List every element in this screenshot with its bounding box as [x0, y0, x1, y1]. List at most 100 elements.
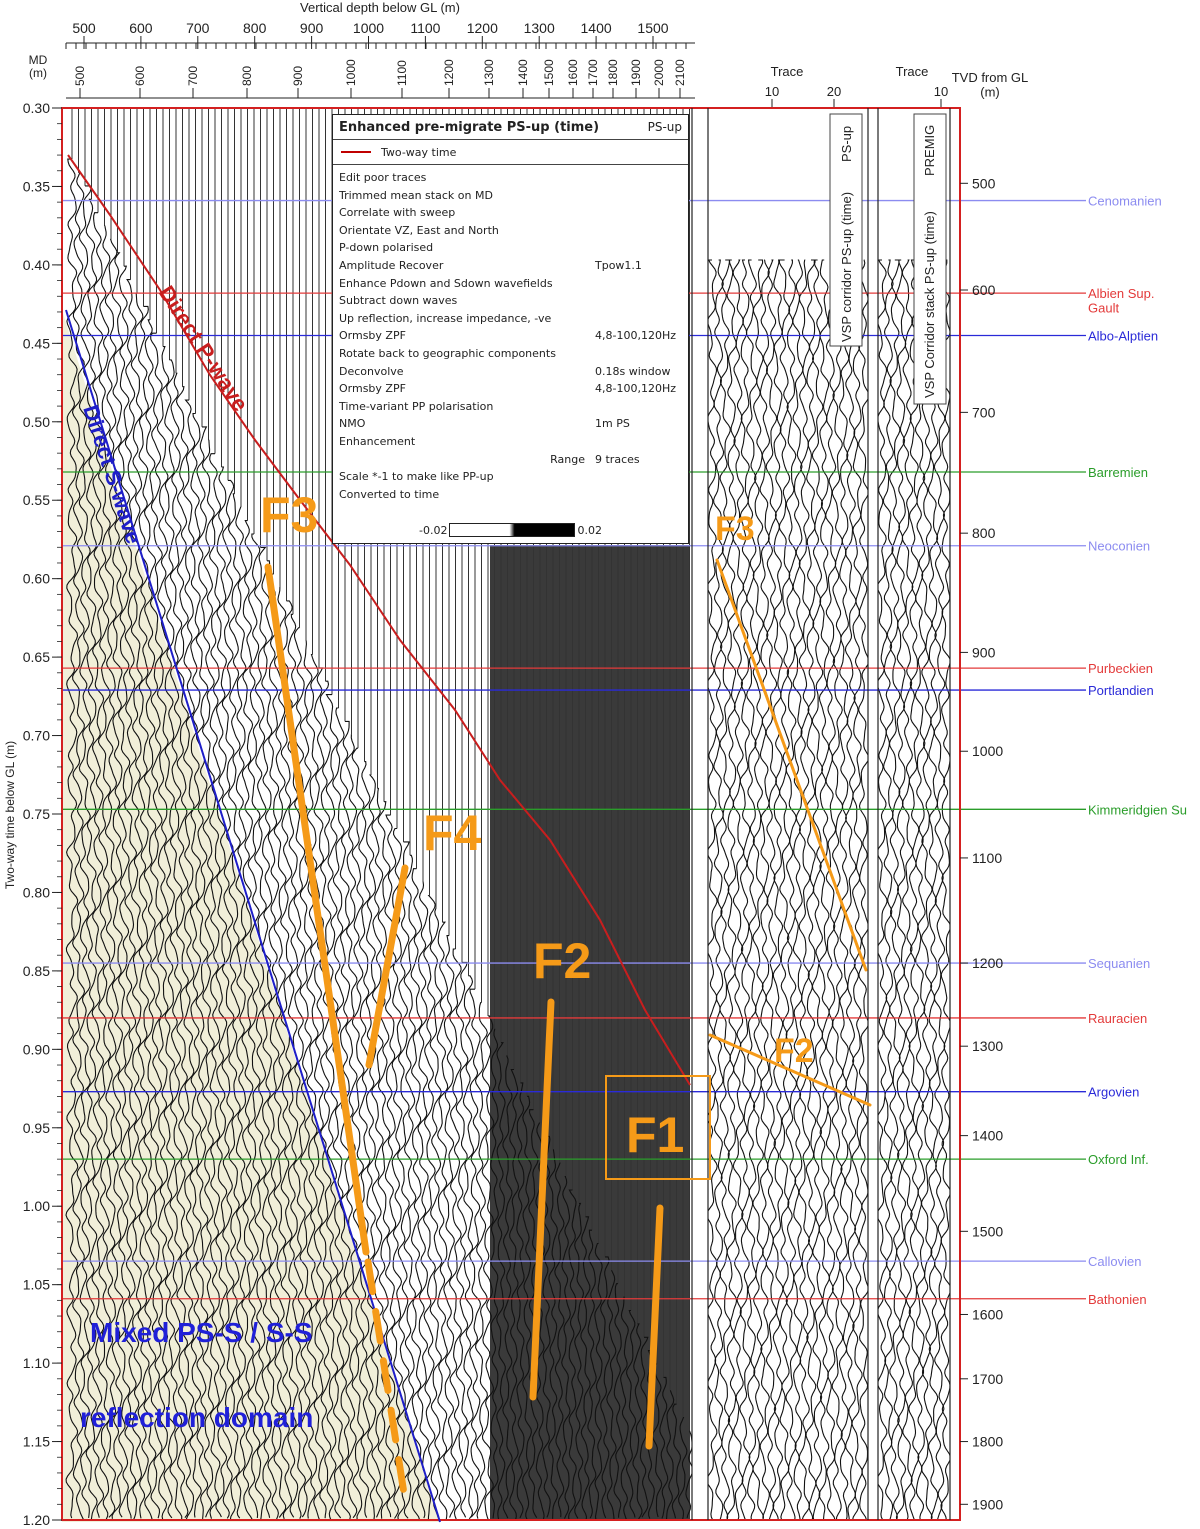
trace-wiggle — [299, 640, 313, 1518]
processing-step-name: Edit poor traces — [339, 171, 427, 184]
y-axis-tick-label: 1.00 — [23, 1198, 50, 1214]
horizon-label: Bathonien — [1088, 1292, 1147, 1307]
top-axis-tick-label: 1200 — [467, 20, 498, 36]
corridor-trace — [818, 259, 830, 1520]
trace-wiggle — [306, 653, 319, 1519]
horizon-label: Albien Sup. Gault — [1088, 286, 1155, 315]
horizon-label: Sequanien — [1088, 956, 1150, 971]
processing-step-value — [595, 433, 682, 451]
processing-step: Edit poor traces — [339, 169, 682, 187]
processing-header: Enhanced pre-migrate PS-up (time) PS-up — [333, 115, 688, 140]
md-axis-tick-label: 1700 — [586, 59, 600, 86]
trace-wiggle — [156, 346, 170, 1520]
y-axis-tick-label: 0.85 — [23, 963, 50, 979]
corridor-panel-sublabel: PS-up — [839, 126, 854, 162]
trace-wiggle — [448, 948, 462, 1520]
processing-step: Range 9 traces — [339, 451, 682, 469]
trace-wiggle — [169, 372, 183, 1520]
processing-step-name: P-down polarised — [339, 241, 434, 255]
stack-trace — [888, 259, 901, 1520]
trace-wiggle — [568, 1189, 577, 1520]
corridor-trace — [844, 259, 857, 1520]
trace-panel-title: Trace — [896, 64, 929, 79]
processing-step-value — [595, 398, 682, 416]
corridor-trace — [778, 259, 791, 1520]
trace-wiggle — [391, 827, 403, 1519]
processing-step: Deconvolve 0.18s window — [339, 363, 682, 381]
processing-step-name: Subtract down waves — [339, 294, 458, 308]
trace-wiggle — [267, 573, 280, 1520]
md-axis-tick-label: 600 — [133, 66, 147, 86]
trace-wiggle — [261, 560, 273, 1518]
fault-f2-label: F2 — [533, 933, 591, 989]
fault-f3-dashed-line — [364, 1258, 409, 1504]
trace-wiggle — [351, 747, 365, 1520]
y-axis-tick-label: 1.10 — [23, 1355, 50, 1371]
trace-wiggle — [632, 1323, 643, 1520]
processing-step: Subtract down waves — [339, 292, 682, 310]
right-axis-tick-label: 1300 — [972, 1038, 1003, 1054]
md-axis-tick-label: 1100 — [395, 60, 409, 86]
trace-wiggle — [548, 1149, 559, 1519]
processing-step-name: Converted to time — [339, 487, 440, 501]
trace-wiggle — [410, 868, 423, 1520]
trace-panel-tick-label: 10 — [934, 84, 948, 99]
md-axis-tick-label: 500 — [73, 66, 87, 86]
trace-wiggle — [659, 1376, 669, 1519]
trace-wiggle — [365, 774, 377, 1520]
trace-wiggle — [522, 1095, 532, 1520]
processing-step-value: 4,8-100,120Hz — [595, 329, 676, 343]
fault-f1-label: F1 — [626, 1107, 684, 1163]
horizon-label: Purbeckien — [1088, 661, 1153, 676]
processing-step-name: Deconvolve — [339, 364, 404, 378]
trace-wiggle — [123, 279, 138, 1519]
trace-wiggle — [189, 412, 202, 1518]
corridor-trace — [759, 259, 771, 1520]
trace-wiggle — [78, 185, 92, 1518]
stack-panel-sublabel: PREMIG — [922, 125, 937, 176]
trace-wiggle — [97, 225, 112, 1520]
top-axis-tick-label: 1100 — [410, 20, 440, 36]
y-axis-tick-label: 0.35 — [23, 178, 50, 194]
processing-step: Enhance Pdown and Sdown wavefields — [339, 275, 682, 293]
trace-wiggle — [416, 881, 430, 1519]
trace-wiggle — [325, 694, 339, 1520]
md-axis-tick-label: 1800 — [606, 59, 620, 86]
top-axis-tick-label: 500 — [72, 20, 96, 36]
trace-wiggle — [273, 586, 287, 1518]
corridor-label-box — [829, 113, 863, 347]
trace-wiggle — [481, 1015, 495, 1520]
scale-min: -0.02 — [419, 523, 448, 537]
corridor-trace — [726, 259, 738, 1520]
md-axis-label: MD (m) — [29, 53, 48, 80]
trace-wiggle — [455, 961, 469, 1518]
md-axis-tick-label: 2000 — [652, 59, 666, 86]
trace-wiggle — [65, 158, 79, 1519]
y-axis-tick-label: 0.55 — [23, 492, 50, 508]
processing-step-value — [595, 239, 682, 257]
trace-wiggle — [130, 292, 144, 1520]
trace-wiggle — [313, 667, 325, 1520]
horizon-label: Albo-Alptien — [1088, 328, 1158, 343]
processing-step-name: Correlate with sweep — [339, 206, 456, 220]
trace-wiggle — [574, 1202, 585, 1519]
trace-wiggle — [332, 707, 345, 1519]
processing-step-value: 0.18s window — [595, 364, 671, 378]
processing-step-value — [595, 222, 682, 240]
md-axis-tick-label: 1400 — [516, 59, 530, 86]
fault-f4-label: F4 — [423, 805, 482, 861]
processing-step: Time-variant PP polarisation — [339, 398, 682, 416]
trace-wiggle — [606, 1270, 617, 1520]
trace-wiggle — [639, 1336, 649, 1518]
right-axis-tick-label: 500 — [972, 175, 996, 191]
right-axis-tick-label: 800 — [972, 525, 996, 541]
top-axis-tick-label: 700 — [186, 20, 210, 36]
processing-step-name: Enhance Pdown and Sdown wavefields — [339, 276, 553, 290]
trace-wiggle — [91, 212, 105, 1518]
trace-wiggle — [678, 1417, 688, 1520]
processing-step-name: Orientate VZ, East and North — [339, 223, 499, 237]
processing-step-value — [595, 292, 682, 310]
corridor-trace — [792, 259, 804, 1520]
trace-panel-title: Trace — [771, 64, 804, 79]
y-axis-tick-label: 1.20 — [23, 1512, 50, 1528]
